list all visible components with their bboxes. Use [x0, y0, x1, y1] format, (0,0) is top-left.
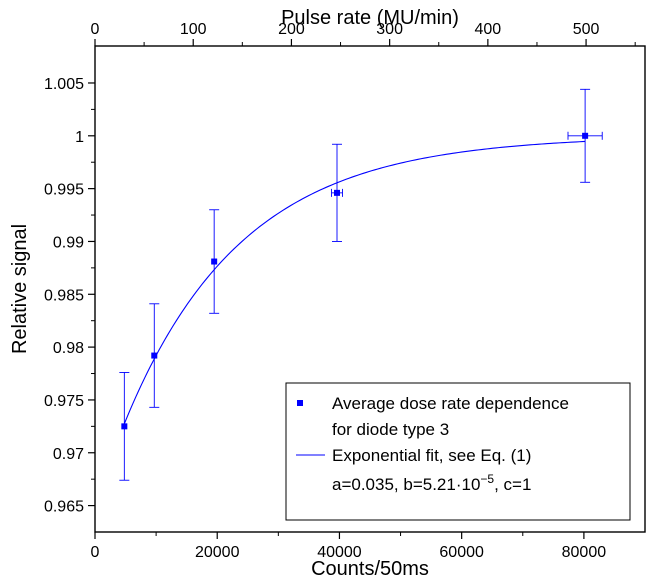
legend-entry-points-line1: Average dose rate dependence — [332, 394, 569, 413]
x-top-tick-label: 100 — [180, 21, 207, 38]
y-axis-title: Relative signal — [9, 224, 31, 354]
x-top-tick-label: 200 — [278, 21, 305, 38]
data-point — [582, 132, 589, 139]
x-top-axis-title: Pulse rate (MU/min) — [281, 7, 459, 29]
ticks — [88, 39, 636, 539]
data-point — [121, 423, 128, 430]
fit-line — [123, 140, 586, 424]
legend: Average dose rate dependence for diode t… — [285, 382, 631, 521]
legend-entry-points-line2: for diode type 3 — [332, 420, 449, 439]
legend-fit-parameters: a=0.035, b=5.21·10−5, c=1 — [332, 472, 531, 494]
data-point — [334, 189, 340, 196]
tick-labels: 0 20000 40000 60000 80000 0 100 200 300 400 500 0.9… — [44, 21, 606, 561]
x-bottom-tick-label: 40000 — [317, 544, 362, 561]
x-bottom-tick-label: 60000 — [439, 544, 484, 561]
data-points — [121, 132, 589, 430]
y-tick-label: 0.99 — [53, 234, 84, 251]
x-bottom-axis-title: Counts/50ms — [311, 558, 429, 580]
x-bottom-tick-label: 20000 — [195, 544, 240, 561]
plot-frame — [94, 45, 646, 533]
x-top-tick-label: 500 — [573, 21, 600, 38]
legend-box — [285, 382, 631, 521]
y-tick-label: 1.005 — [44, 76, 84, 93]
y-tick-label: 0.985 — [44, 287, 84, 304]
y-tick-label: 0.975 — [44, 393, 84, 410]
x-bottom-tick-label: 0 — [91, 544, 100, 561]
y-tick-label: 0.995 — [44, 182, 84, 199]
legend-marker-points — [297, 400, 303, 406]
y-tick-label: 0.965 — [44, 499, 84, 516]
x-top-tick-label: 400 — [475, 21, 502, 38]
x-bottom-tick-label: 80000 — [562, 544, 607, 561]
data-point — [211, 258, 218, 265]
y-tick-label: 0.97 — [53, 446, 84, 463]
y-tick-label: 0.98 — [53, 340, 84, 357]
x-top-tick-label: 300 — [376, 21, 403, 38]
y-tick-label: 1 — [75, 129, 84, 146]
data-point — [151, 352, 158, 359]
x-top-tick-label: 0 — [91, 21, 100, 38]
legend-entry-fit: Exponential fit, see Eq. (1) — [332, 446, 531, 465]
